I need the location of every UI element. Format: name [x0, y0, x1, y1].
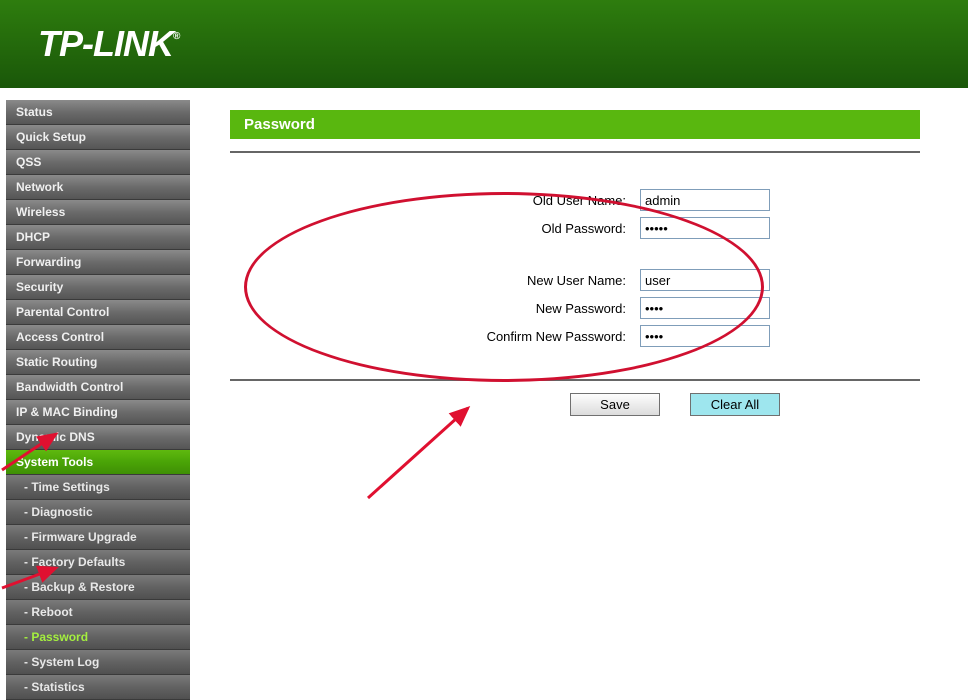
row-old-user: Old User Name:	[230, 189, 920, 211]
row-new-password: New Password:	[230, 297, 920, 319]
sidebar-item-parental-control[interactable]: Parental Control	[6, 300, 190, 325]
divider-top	[230, 151, 920, 153]
sidebar-sub-reboot[interactable]: - Reboot	[6, 600, 190, 625]
sidebar-sub-time-settings[interactable]: - Time Settings	[6, 475, 190, 500]
sidebar-item-access-control[interactable]: Access Control	[6, 325, 190, 350]
input-old-user[interactable]	[640, 189, 770, 211]
sidebar-item-status[interactable]: Status	[6, 100, 190, 125]
sidebar-item-dynamic-dns[interactable]: Dynamic DNS	[6, 425, 190, 450]
sidebar-sub-factory-defaults[interactable]: - Factory Defaults	[6, 550, 190, 575]
button-row: Save Clear All	[430, 393, 920, 416]
input-new-user[interactable]	[640, 269, 770, 291]
divider-bottom	[230, 379, 920, 381]
sidebar: Status Quick Setup QSS Network Wireless …	[0, 88, 190, 693]
input-old-password[interactable]	[640, 217, 770, 239]
save-button[interactable]: Save	[570, 393, 660, 416]
label-new-password: New Password:	[230, 301, 640, 316]
logo: TP-LINK®	[38, 23, 179, 65]
label-new-user: New User Name:	[230, 273, 640, 288]
sidebar-sub-statistics[interactable]: - Statistics	[6, 675, 190, 700]
container: Status Quick Setup QSS Network Wireless …	[0, 88, 968, 693]
page-title: Password	[230, 110, 920, 139]
header: TP-LINK®	[0, 0, 968, 88]
row-confirm-password: Confirm New Password:	[230, 325, 920, 347]
input-new-password[interactable]	[640, 297, 770, 319]
sidebar-item-ip-mac-binding[interactable]: IP & MAC Binding	[6, 400, 190, 425]
sidebar-item-security[interactable]: Security	[6, 275, 190, 300]
label-old-user: Old User Name:	[230, 193, 640, 208]
label-old-password: Old Password:	[230, 221, 640, 236]
label-confirm-password: Confirm New Password:	[230, 329, 640, 344]
form-area: Old User Name: Old Password: New User Na…	[230, 189, 920, 361]
sidebar-item-forwarding[interactable]: Forwarding	[6, 250, 190, 275]
sidebar-item-static-routing[interactable]: Static Routing	[6, 350, 190, 375]
input-confirm-password[interactable]	[640, 325, 770, 347]
sidebar-item-bandwidth-control[interactable]: Bandwidth Control	[6, 375, 190, 400]
sidebar-sub-system-log[interactable]: - System Log	[6, 650, 190, 675]
sidebar-item-wireless[interactable]: Wireless	[6, 200, 190, 225]
sidebar-sub-password[interactable]: - Password	[6, 625, 190, 650]
clear-all-button[interactable]: Clear All	[690, 393, 780, 416]
main-content: Password Old User Name: Old Password: Ne…	[190, 88, 968, 693]
sidebar-item-dhcp[interactable]: DHCP	[6, 225, 190, 250]
sidebar-item-quick-setup[interactable]: Quick Setup	[6, 125, 190, 150]
sidebar-item-qss[interactable]: QSS	[6, 150, 190, 175]
sidebar-sub-firmware-upgrade[interactable]: - Firmware Upgrade	[6, 525, 190, 550]
row-old-password: Old Password:	[230, 217, 920, 239]
sidebar-sub-backup-restore[interactable]: - Backup & Restore	[6, 575, 190, 600]
sidebar-sub-diagnostic[interactable]: - Diagnostic	[6, 500, 190, 525]
sidebar-item-system-tools[interactable]: System Tools	[6, 450, 190, 475]
sidebar-item-network[interactable]: Network	[6, 175, 190, 200]
row-new-user: New User Name:	[230, 269, 920, 291]
